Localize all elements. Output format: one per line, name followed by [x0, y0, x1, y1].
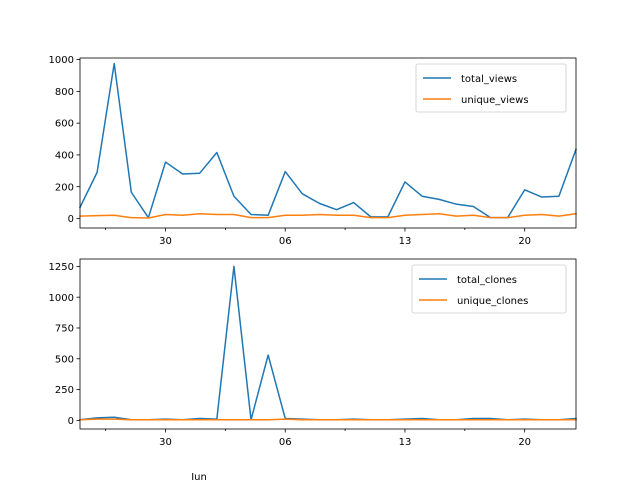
x-tick-label: 06	[279, 437, 292, 448]
x-tick-label: 06	[279, 236, 292, 247]
axes-frame	[79, 258, 577, 430]
top-plot-views: 0 200 400 600 800 1000 30 06 13 20 total_viewsuniq…	[49, 55, 577, 247]
x-tick-label: 30	[159, 437, 172, 448]
legend-label-total_views: total_views	[461, 74, 517, 85]
x-axis-label: Jun	[190, 472, 207, 480]
series-line-unique_views	[79, 212, 577, 219]
y-tick-label: 250	[55, 385, 74, 396]
y-tick-label: 750	[55, 324, 74, 335]
bottom-plot-clones: 0 250 500 750 1000 1250 30 06 13 20 Jun total_clone…	[49, 258, 577, 480]
x-tick-label: 13	[399, 236, 412, 247]
y-tick-label: 200	[55, 182, 74, 193]
y-tick-label: 1000	[49, 293, 74, 304]
series-line-unique_clones	[79, 418, 577, 421]
y-tick-label: 1000	[49, 55, 74, 66]
y-tick-label: 500	[55, 354, 74, 365]
y-tick-label: 0	[68, 416, 74, 427]
x-tick-label: 20	[518, 437, 531, 448]
x-tick-label: 13	[399, 437, 412, 448]
y-tick-label: 1250	[49, 262, 74, 273]
legend-label-unique_clones: unique_clones	[457, 296, 528, 307]
x-tick-label: 20	[518, 236, 531, 247]
y-tick-label: 800	[55, 87, 74, 98]
x-tick-label: 30	[159, 236, 172, 247]
y-tick-label: 600	[55, 119, 74, 130]
legend-label-unique_views: unique_views	[461, 95, 529, 106]
legend-box	[411, 264, 567, 314]
legend-box	[415, 63, 567, 113]
y-tick-label: 0	[68, 214, 74, 225]
y-tick-label: 400	[55, 151, 74, 162]
axes-frame	[79, 57, 577, 229]
legend-label-total_clones: total_clones	[457, 275, 517, 286]
